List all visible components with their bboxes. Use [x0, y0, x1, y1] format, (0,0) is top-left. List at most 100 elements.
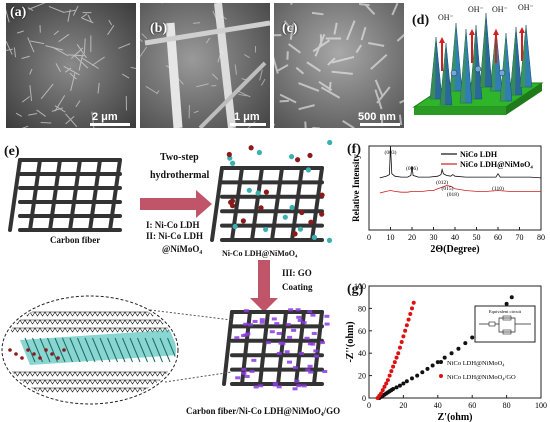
- nyquist-point: [408, 312, 413, 316]
- nyquist-point: [509, 295, 514, 300]
- xrd-series-line: [379, 145, 542, 179]
- scale-bar-c: [360, 123, 400, 126]
- nyquist-y-tick-label: 100: [354, 282, 366, 291]
- nyquist-y-tick-label: 60: [358, 327, 366, 336]
- nyquist-point: [504, 301, 509, 306]
- xrd-x-tick-label: 20: [408, 233, 416, 242]
- xrd-x-tick-label: 50: [473, 233, 481, 242]
- nyquist-point: [449, 351, 454, 356]
- sem-image-b: (b) 1 μm: [140, 3, 270, 128]
- xrd-legend-label: NiCo LDH: [460, 150, 498, 159]
- sem-texture-a: [6, 3, 136, 128]
- nyquist-legend-marker: [439, 374, 443, 378]
- scale-label-a: 2 μm: [92, 111, 118, 123]
- chart-g: 0 20 40 60 80 100 0 20 40 60 80 100 Z'(ohm) -Z''(ohm)…: [345, 258, 550, 422]
- nyquist-point: [397, 345, 402, 350]
- xrd-x-axis-label: 2Θ(Degree): [430, 244, 479, 255]
- nyquist-x-tick-label: 40: [434, 401, 442, 410]
- sem-texture-b: [140, 3, 270, 128]
- xrd-plot-frame: [368, 145, 542, 231]
- nyquist-point: [380, 388, 385, 393]
- nyquist-point: [470, 335, 475, 340]
- xrd-x-tick-label: 40: [451, 233, 459, 242]
- nyquist-y-tick-label: 20: [358, 372, 366, 381]
- xrd-x-tick-label: 70: [516, 233, 524, 242]
- carbon-fiber-label: Carbon fiber: [50, 235, 101, 245]
- final-product-label: Carbon fiber/Ni-Co LDH@NiMoO₄/GO: [186, 406, 341, 416]
- circuit-title: Equivalent circuit: [489, 309, 522, 314]
- schematic-e: (e) Two-step hydrothermal I: Ni-Co LDH I…: [0, 140, 345, 422]
- step-3b-label: Coating: [282, 282, 313, 292]
- nyquist-point: [389, 369, 394, 374]
- xrd-peak-label: (110): [492, 185, 504, 192]
- nyquist-point: [382, 384, 387, 389]
- nyquist-point: [403, 328, 408, 333]
- nyquist-point: [399, 340, 404, 344]
- sem-image-a: (a) 2 μm: [6, 3, 136, 128]
- step-2b-label: @NiMoO₄: [162, 244, 203, 254]
- panel-label-a: (a): [10, 5, 27, 20]
- nyquist-point: [410, 376, 414, 381]
- nyquist-point: [435, 360, 440, 365]
- nyquist-y-axis-label: -Z''(ohm): [345, 321, 356, 362]
- nyquist-legend-label: NiCo LDH@NiMoO₄: [447, 360, 505, 367]
- nyquist-point: [397, 383, 402, 388]
- panel-label-c: (c): [282, 21, 298, 36]
- nyquist-point: [387, 373, 392, 378]
- nyquist-point: [404, 323, 409, 328]
- circuit-element: [502, 329, 512, 335]
- nyquist-point: [410, 306, 414, 311]
- scale-bar-b: [230, 123, 266, 126]
- nyquist-plot-frame: [368, 285, 542, 399]
- xrd-x-tick-label: 60: [494, 233, 502, 242]
- nyquist-point: [425, 366, 430, 371]
- nyquist-point: [392, 360, 397, 365]
- nyquist-y-tick-label: 80: [358, 304, 366, 313]
- nyquist-point: [411, 300, 416, 305]
- nyquist-y-tick-label: 40: [358, 349, 366, 358]
- nyquist-point: [420, 370, 425, 375]
- xrd-x-tick-label: 80: [537, 233, 545, 242]
- panel-label-e: (e): [4, 144, 20, 159]
- xrd-series-line: [379, 185, 541, 194]
- nyquist-point: [430, 363, 435, 368]
- nyquist-point: [415, 373, 420, 378]
- nanocone-illustration: [412, 12, 544, 115]
- scale-label-b: 1 μm: [234, 111, 260, 123]
- process-illustration: [1, 140, 333, 405]
- nyquist-point: [442, 355, 447, 360]
- xrd-peak-label: (003): [385, 149, 397, 156]
- nyquist-point: [463, 341, 468, 346]
- arrow-right: [140, 190, 212, 218]
- panel-label-f: (f): [347, 142, 361, 157]
- nyquist-chart: 0 20 40 60 80 100 0 20 40 60 80 100 Z'(ohm) -Z''(ohm)…: [345, 282, 547, 422]
- nyquist-point: [456, 346, 461, 351]
- xrd-peak-label: (012): [436, 179, 448, 186]
- chart-f: 0 10 20 30 40 50 60 70 80 2Θ(Degree) Relative Inte…: [345, 140, 550, 255]
- nyquist-point: [384, 381, 389, 386]
- step-3a-label: III: GO: [282, 268, 312, 278]
- xrd-peak-label: (006): [406, 165, 418, 172]
- nyquist-point: [391, 387, 396, 392]
- nyquist-legend-marker: [439, 360, 443, 364]
- nyquist-x-tick-label: 80: [503, 401, 511, 410]
- nyquist-y-tick-label: 0: [362, 394, 366, 403]
- schematic-d: (d) OH⁻ OH⁻ OH⁻ OH⁻: [406, 3, 546, 133]
- step-1-label: I: Ni-Co LDH: [146, 220, 200, 230]
- nyquist-x-tick-label: 20: [399, 401, 407, 410]
- xrd-chart: 0 10 20 30 40 50 60 70 80 2Θ(Degree) Relative Inte…: [351, 145, 545, 255]
- ion-label-3: OH⁻: [492, 5, 508, 14]
- xrd-y-axis-label: Relative Intensity: [351, 154, 361, 222]
- nyquist-point: [404, 379, 409, 384]
- nyquist-x-axis-label: Z'(ohm): [438, 412, 473, 422]
- nyquist-point: [396, 351, 401, 356]
- step-2a-label: II: Ni-Co LDH: [146, 231, 204, 241]
- panel-label-b: (b): [150, 21, 168, 36]
- nyquist-point: [385, 378, 390, 383]
- intermediate-label: Ni-Co LDH@NiMoO₄: [222, 249, 298, 258]
- scale-label-c: 500 nm: [358, 111, 396, 123]
- nyquist-x-tick-label: 0: [367, 401, 371, 410]
- scale-bar-a: [90, 123, 130, 126]
- sem-image-c: (c) 500 nm: [274, 3, 404, 128]
- xrd-x-tick-label: 0: [367, 233, 371, 242]
